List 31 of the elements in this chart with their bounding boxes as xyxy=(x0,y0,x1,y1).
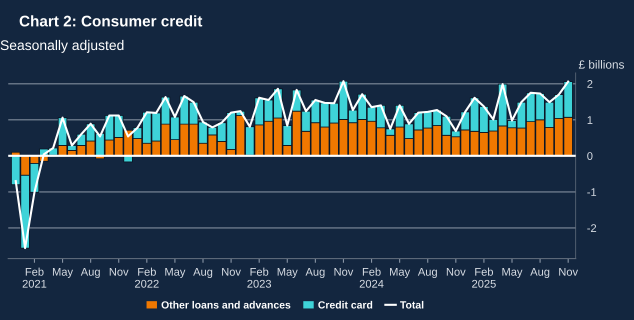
x-tick-label: Feb 2024 xyxy=(360,268,384,288)
x-tick-label: May xyxy=(390,268,410,278)
chart-subtitle: Seasonally adjusted xyxy=(0,40,124,53)
x-tick-label: May xyxy=(165,268,186,278)
x-tick-label: Feb 2025 xyxy=(472,268,496,288)
y-tick-label: 2 xyxy=(587,80,592,88)
y-tick-label: -2 xyxy=(587,224,596,232)
y-tick-label: -1 xyxy=(587,188,596,196)
x-tick-label: Aug xyxy=(193,268,212,278)
legend-label: Total xyxy=(400,300,424,309)
x-tick-label: Nov xyxy=(334,268,354,276)
legend-label: Other loans and advances xyxy=(162,300,290,309)
chart-title: Chart 2: Consumer credit xyxy=(20,15,202,26)
x-tick-label: Aug xyxy=(418,268,437,278)
y-tick-label: 1 xyxy=(588,116,592,124)
x-tick-label: Aug xyxy=(306,268,325,278)
x-tick-label: Aug xyxy=(530,268,550,278)
x-tick-label: Nov xyxy=(559,268,578,276)
x-tick-label: Nov xyxy=(446,268,466,276)
y-tick-label: 0 xyxy=(587,152,593,160)
x-tick-label: Feb 2023 xyxy=(247,268,272,288)
y-axis-title: £ billions xyxy=(578,60,624,69)
x-tick-label: May xyxy=(502,268,522,278)
x-tick-label: Feb 2022 xyxy=(135,268,159,288)
x-tick-label: May xyxy=(278,268,298,278)
x-tick-label: May xyxy=(52,268,74,278)
x-tick-label: Nov xyxy=(222,268,241,276)
x-tick-label: Nov xyxy=(110,268,129,276)
x-tick-label: Feb 2021 xyxy=(22,268,46,288)
legend-label: Credit card xyxy=(318,300,372,309)
x-tick-label: Aug xyxy=(80,268,100,278)
